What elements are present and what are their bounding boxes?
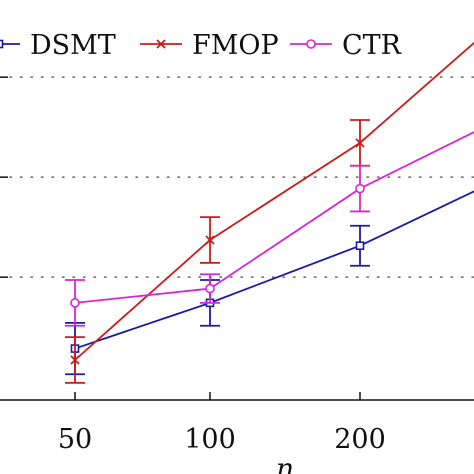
series-line <box>74 41 474 361</box>
data-point <box>355 241 365 251</box>
data-point <box>70 355 80 365</box>
series-layer <box>65 41 474 384</box>
legend-marker <box>156 39 166 49</box>
legend-marker <box>306 39 316 49</box>
gridlines <box>0 76 474 278</box>
x-axis-label: n <box>276 452 294 474</box>
legend-label: FMOP <box>192 30 279 61</box>
x-tick-label: 100 <box>184 424 236 455</box>
legend: DSMT FMOP CTR <box>0 30 402 61</box>
x-ticks: 501002004 <box>58 392 386 455</box>
legend-entry-ctr: CTR <box>290 30 402 61</box>
data-point <box>355 183 365 194</box>
series-line <box>74 131 474 304</box>
series-ctr <box>65 131 474 327</box>
legend-label: CTR <box>342 30 402 61</box>
x-tick-label: 200 <box>334 424 386 455</box>
series-line <box>74 190 474 350</box>
series-dsmt <box>65 190 474 376</box>
series-fmop <box>65 41 474 384</box>
legend-entry-dsmt: DSMT <box>0 30 116 61</box>
data-point <box>70 298 80 308</box>
legend-marker <box>0 39 4 49</box>
x-tick-label: 50 <box>58 424 92 455</box>
legend-label: DSMT <box>30 30 116 61</box>
data-point <box>205 235 215 245</box>
data-point <box>355 138 365 148</box>
legend-entry-fmop: FMOP <box>140 30 279 61</box>
data-point <box>205 283 215 294</box>
